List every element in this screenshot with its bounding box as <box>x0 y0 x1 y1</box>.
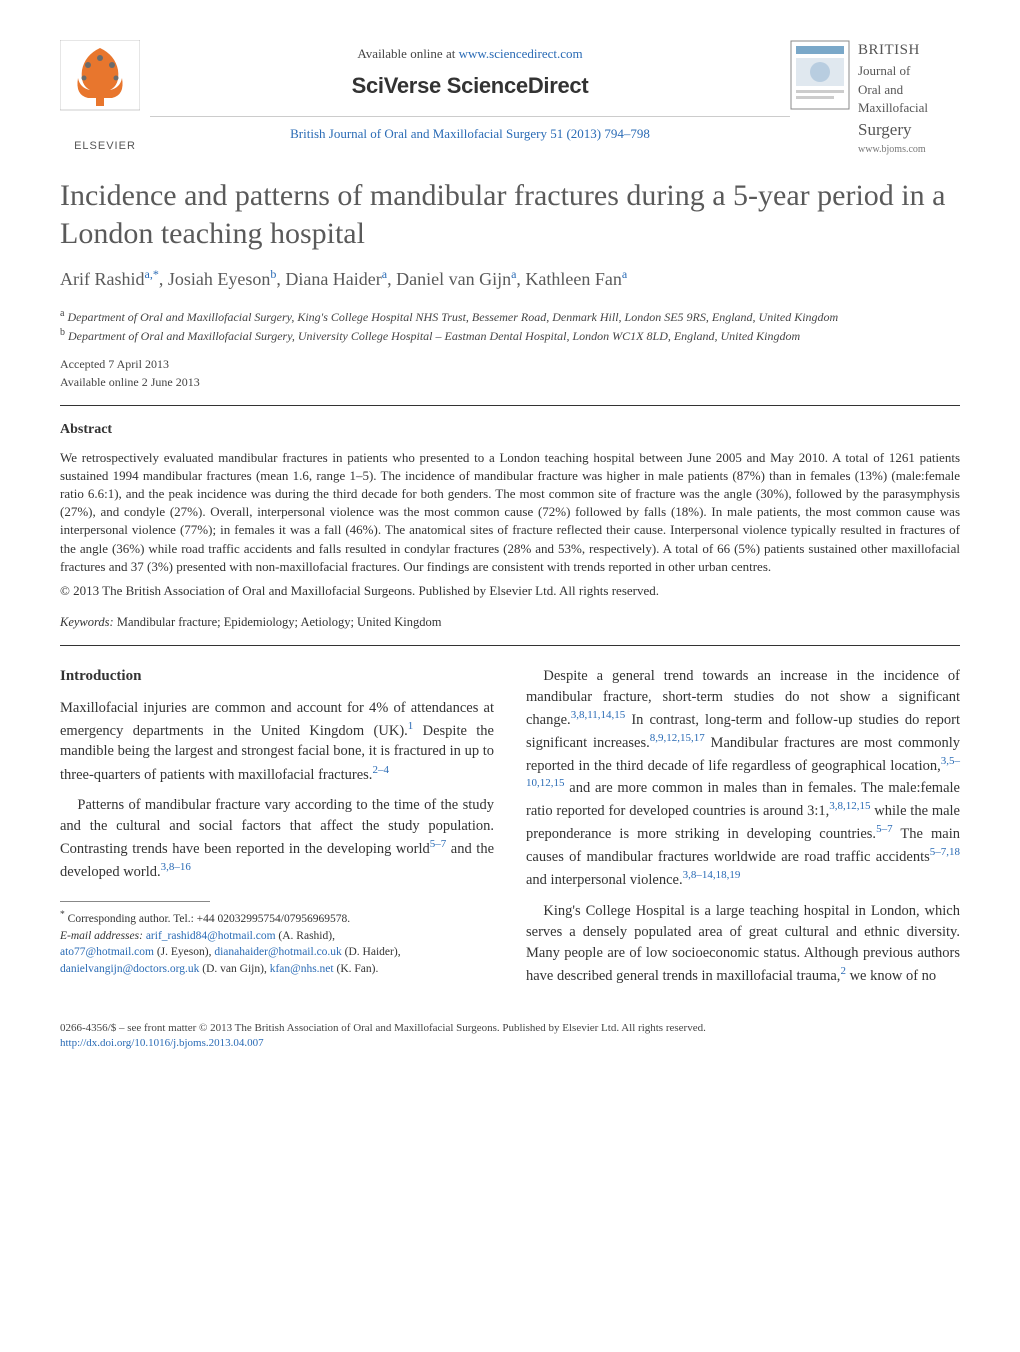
body-columns: Introduction Maxillofacial injuries are … <box>60 666 960 997</box>
author: Daniel van Gijn <box>396 269 511 289</box>
intro-paragraph-1: Maxillofacial injuries are common and ac… <box>60 698 494 786</box>
email-link[interactable]: arif_rashid84@hotmail.com <box>146 930 276 942</box>
author: Arif Rashid <box>60 269 145 289</box>
author-affil-sup: a <box>382 267 387 281</box>
copyright-line: © 2013 The British Association of Oral a… <box>60 582 960 601</box>
author-affil-sup: a <box>511 267 516 281</box>
journal-name-line2a: Journal of <box>858 62 928 81</box>
email-who: (D. van Gijn) <box>202 963 264 975</box>
page-footer: 0266-4356/$ – see front matter © 2013 Th… <box>60 1021 960 1053</box>
journal-name-line2c: Maxillofacial <box>858 99 928 118</box>
email-link[interactable]: ato77@hotmail.com <box>60 946 154 958</box>
affiliation-a: a Department of Oral and Maxillofacial S… <box>60 307 960 326</box>
citation-ref[interactable]: 8,9,12,15,17 <box>650 732 705 744</box>
corr-text: Corresponding author. Tel.: +44 02032995… <box>68 913 350 925</box>
journal-cover-icon <box>790 40 850 110</box>
section-rule-1 <box>60 405 960 406</box>
accepted-date: Accepted 7 April 2013 <box>60 355 960 373</box>
email-who: (D. Haider) <box>345 946 398 958</box>
author: Diana Haider <box>285 269 381 289</box>
citation-ref[interactable]: 3,8–14,18,19 <box>683 869 741 881</box>
journal-url[interactable]: www.bjoms.com <box>858 143 928 158</box>
email-who: (K. Fan) <box>337 963 376 975</box>
header-divider <box>150 116 790 117</box>
email-link[interactable]: danielvangijn@doctors.org.uk <box>60 963 199 975</box>
email-label: E-mail addresses: <box>60 930 143 942</box>
article-dates: Accepted 7 April 2013 Available online 2… <box>60 355 960 391</box>
email-link[interactable]: kfan@nhs.net <box>270 963 334 975</box>
p4-text-b: we know of no <box>846 968 936 984</box>
journal-reference[interactable]: British Journal of Oral and Maxillofacia… <box>150 125 790 144</box>
elsevier-label: ELSEVIER <box>60 139 150 155</box>
issn-copyright-line: 0266-4356/$ – see front matter © 2013 Th… <box>60 1021 960 1037</box>
intro-paragraph-4: King's College Hospital is a large teach… <box>526 901 960 987</box>
section-rule-2 <box>60 645 960 646</box>
abstract-heading: Abstract <box>60 420 960 440</box>
corresponding-author: * Corresponding author. Tel.: +44 020329… <box>60 908 494 928</box>
keywords-label: Keywords: <box>60 615 114 629</box>
article-title: Incidence and patterns of mandibular fra… <box>60 177 960 252</box>
publisher-logo-block: ELSEVIER <box>60 40 150 155</box>
author-affil-sup: b <box>270 267 276 281</box>
affiliation-b: b Department of Oral and Maxillofacial S… <box>60 326 960 345</box>
elsevier-tree-logo-icon <box>60 40 140 130</box>
available-online-text: Available online at www.sciencedirect.co… <box>150 45 790 64</box>
footnote-separator <box>60 901 210 902</box>
affiliation-a-text: Department of Oral and Maxillofacial Sur… <box>67 310 838 324</box>
journal-name-line2b: Oral and <box>858 81 928 100</box>
intro-paragraph-2: Patterns of mandibular fracture vary acc… <box>60 795 494 883</box>
journal-name-line3: Surgery <box>858 118 928 143</box>
intro-paragraph-3: Despite a general trend towards an incre… <box>526 666 960 891</box>
available-online-prefix: Available online at <box>357 46 458 61</box>
author-affil-sup: a <box>622 267 627 281</box>
citation-ref[interactable]: 5–7 <box>876 823 893 835</box>
online-date: Available online 2 June 2013 <box>60 373 960 391</box>
citation-ref[interactable]: 3,8,12,15 <box>829 800 870 812</box>
introduction-heading: Introduction <box>60 666 494 688</box>
email-who: (J. Eyeson) <box>157 946 209 958</box>
email-link[interactable]: dianahaider@hotmail.co.uk <box>214 946 341 958</box>
page-header: ELSEVIER Available online at www.science… <box>60 40 960 157</box>
affiliation-b-text: Department of Oral and Maxillofacial Sur… <box>68 329 800 343</box>
sciverse-logo-text: SciVerse ScienceDirect <box>150 70 790 102</box>
sciencedirect-link[interactable]: www.sciencedirect.com <box>459 46 583 61</box>
author: Kathleen Fan <box>525 269 621 289</box>
citation-ref[interactable]: 5–7 <box>430 838 447 850</box>
header-center: Available online at www.sciencedirect.co… <box>150 40 790 144</box>
journal-name-line1: BRITISH <box>858 40 928 62</box>
correspondence-footnote: * Corresponding author. Tel.: +44 020329… <box>60 901 494 978</box>
citation-ref[interactable]: 3,8–16 <box>161 861 191 873</box>
journal-name: BRITISH Journal of Oral and Maxillofacia… <box>858 40 928 157</box>
author-list: Arif Rashida,*, Josiah Eyesonb, Diana Ha… <box>60 266 960 292</box>
citation-ref[interactable]: 5–7,18 <box>930 846 960 858</box>
doi-link[interactable]: http://dx.doi.org/10.1016/j.bjoms.2013.0… <box>60 1036 960 1052</box>
email-addresses: E-mail addresses: arif_rashid84@hotmail.… <box>60 928 494 978</box>
citation-ref[interactable]: 2–4 <box>372 764 389 776</box>
abstract-body: We retrospectively evaluated mandibular … <box>60 449 960 576</box>
keywords-items: Mandibular fracture; Epidemiology; Aetio… <box>117 615 442 629</box>
keywords-block: Keywords: Mandibular fracture; Epidemiol… <box>60 613 960 631</box>
author-affil-sup: a,* <box>145 267 159 281</box>
p3-text-g: and interpersonal violence. <box>526 872 683 888</box>
email-who: (A. Rashid) <box>278 930 332 942</box>
author: Josiah Eyeson <box>168 269 271 289</box>
citation-ref[interactable]: 3,8,11,14,15 <box>571 709 626 721</box>
affiliations: a Department of Oral and Maxillofacial S… <box>60 307 960 346</box>
journal-brand-block: BRITISH Journal of Oral and Maxillofacia… <box>790 40 960 157</box>
